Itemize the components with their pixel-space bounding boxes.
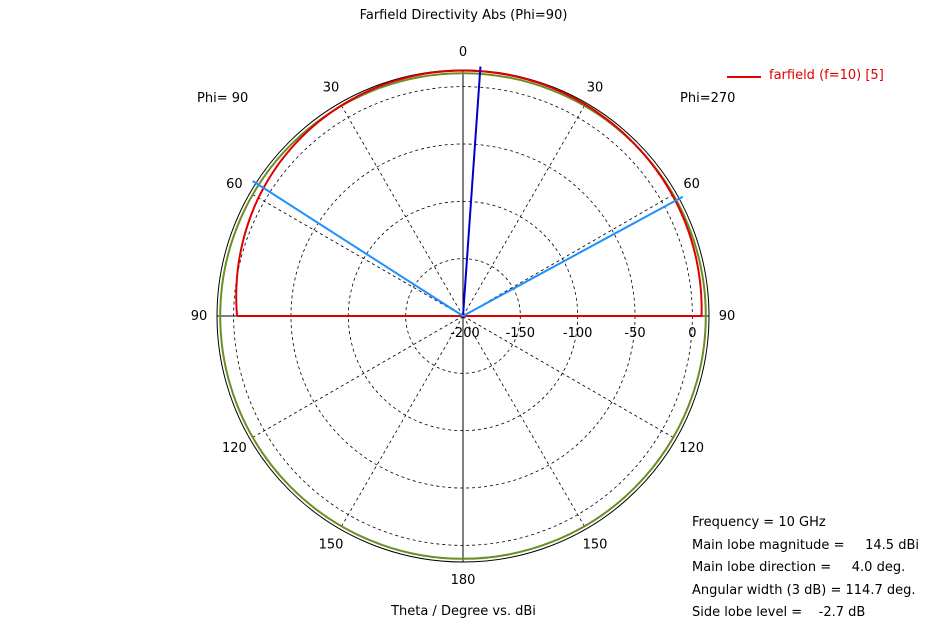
grid-spoke: [462, 315, 677, 440]
radial-tick-label: 0: [688, 326, 696, 341]
phi-right-label: Phi=270: [680, 91, 736, 106]
radial-tick-label: -50: [624, 326, 645, 341]
info-side-lobe-level: Side lobe level = -2.7 dB: [692, 605, 866, 620]
radial-tick-label: -100: [563, 326, 593, 341]
farfield-curve: [235, 69, 703, 317]
grid-spoke: [462, 192, 677, 317]
angle-tick-label: 180: [451, 573, 476, 588]
grid-spoke: [339, 315, 464, 530]
info-frequency: Frequency = 10 GHz: [692, 515, 826, 530]
x-axis-label: Theta / Degree vs. dBi: [391, 604, 536, 619]
angle-tick-label: 90: [191, 309, 208, 324]
angle-tick-label: 30: [323, 80, 340, 95]
angle-tick-label: 60: [683, 177, 700, 192]
reference-circle: [219, 72, 707, 560]
angle-tick-label: 120: [679, 441, 704, 456]
angle-tick-label: 120: [222, 441, 247, 456]
grid-spoke: [249, 192, 464, 317]
legend-label: farfield (f=10) [5]: [769, 68, 884, 83]
legend-swatch: [727, 76, 761, 78]
tick-label-layer: 0 30 60 90 120 150 180 150 120 90 60 30 -200 -150 -100…: [191, 45, 736, 588]
grid-spoke: [462, 315, 587, 530]
radial-tick-label: -200: [450, 326, 480, 341]
angle-tick-label: 150: [583, 538, 608, 553]
chart-title: Farfield Directivity Abs (Phi=90): [359, 8, 568, 23]
info-main-lobe-magnitude: Main lobe magnitude = 14.5 dBi: [692, 537, 919, 553]
info-panel: Frequency = 10 GHz Main lobe magnitude =…: [692, 514, 919, 627]
beamwidth-marker: [252, 180, 464, 317]
info-main-lobe-direction: Main lobe direction = 4.0 deg.: [692, 560, 906, 575]
angle-tick-label: 150: [319, 538, 344, 553]
grid-spoke: [339, 102, 464, 317]
grid-spoke: [462, 102, 587, 317]
beamwidth-marker: [462, 195, 684, 317]
phi-left-label: Phi= 90: [197, 91, 249, 106]
angle-tick-label: 60: [226, 177, 243, 192]
radial-tick-label: -150: [506, 326, 536, 341]
marker-layer: [252, 66, 684, 317]
angle-tick-label: 90: [719, 309, 736, 324]
angle-tick-label: 30: [587, 80, 604, 95]
series-layer: [219, 69, 707, 560]
angle-tick-label: 0: [459, 45, 467, 60]
info-angular-width: Angular width (3 dB) = 114.7 deg.: [692, 582, 916, 598]
grid-spoke: [249, 315, 464, 440]
main-lobe-marker: [462, 66, 482, 317]
